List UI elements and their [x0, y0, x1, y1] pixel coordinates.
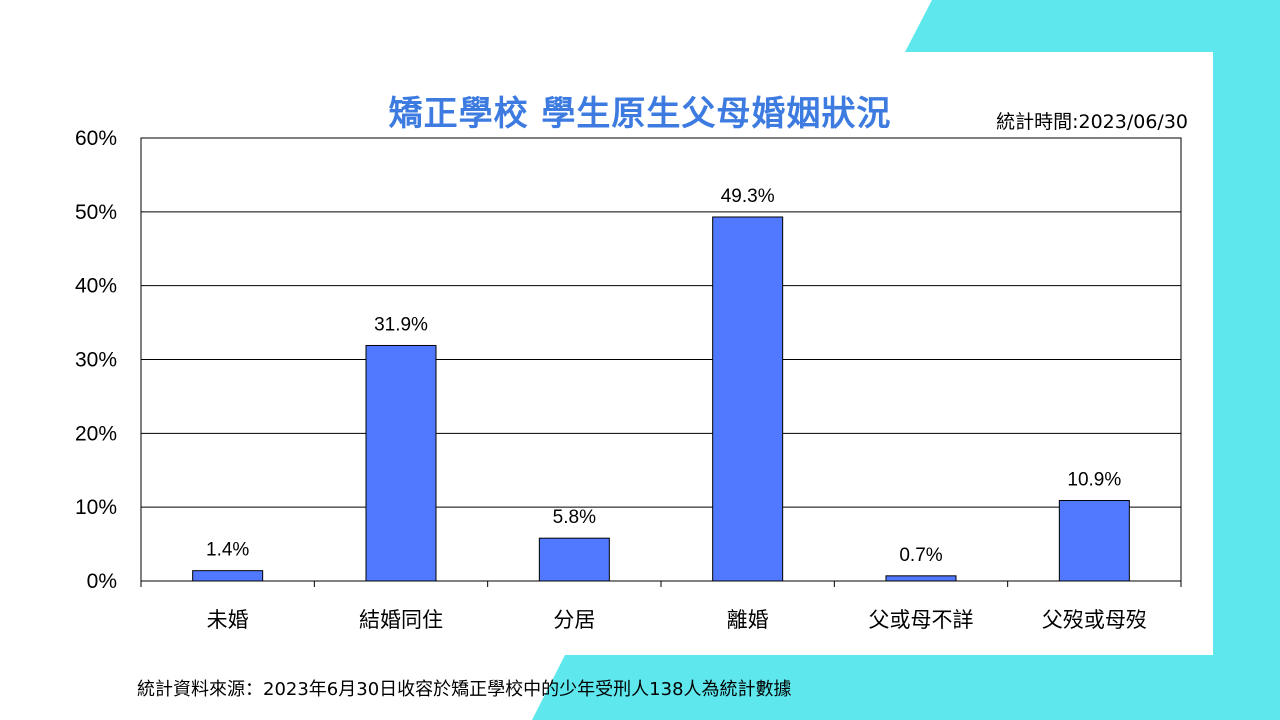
- data-label: 0.7%: [899, 545, 942, 566]
- data-label: 5.8%: [553, 507, 596, 528]
- x-category-label: 父歿或母歿: [1042, 608, 1147, 632]
- bar: [1058, 500, 1130, 582]
- source-note: 統計資料來源：2023年6月30日收容於矯正學校中的少年受刑人138人為統計數據: [137, 679, 792, 700]
- data-label: 31.9%: [374, 314, 428, 335]
- x-category-label: 分居: [553, 608, 595, 632]
- bar: [192, 570, 264, 582]
- data-label: 1.4%: [206, 540, 249, 561]
- x-category-label: 未婚: [207, 608, 249, 632]
- bar: [538, 537, 610, 582]
- data-label: 49.3%: [721, 186, 775, 207]
- y-tick-label: 20%: [75, 422, 117, 445]
- y-tick-label: 0%: [87, 570, 117, 593]
- x-category-label: 結婚同住: [359, 608, 443, 632]
- labels: 0% 10% 20% 30% 40% 50% 60% 1.4% 未婚 31.9% 結婚同住 5.8% 分…: [75, 127, 1147, 632]
- stat-time-label: 統計時間:2023/06/30: [996, 111, 1188, 133]
- grid-lines: [141, 137, 1181, 508]
- y-tick-label: 60%: [75, 127, 117, 150]
- y-tick-label: 30%: [75, 349, 117, 372]
- y-tick-label: 50%: [75, 201, 117, 224]
- data-label: 10.9%: [1067, 470, 1121, 491]
- axes: [140, 137, 1182, 587]
- x-category-label: 父或母不詳: [869, 608, 974, 632]
- bars: [192, 216, 1130, 582]
- bar: [712, 216, 784, 582]
- y-tick-label: 10%: [75, 496, 117, 519]
- x-category-label: 離婚: [727, 608, 769, 632]
- bar: [365, 344, 437, 582]
- bar: [885, 575, 957, 582]
- y-tick-label: 40%: [75, 275, 117, 298]
- chart-title: 矯正學校 學生原生父母婚姻狀況: [388, 94, 892, 134]
